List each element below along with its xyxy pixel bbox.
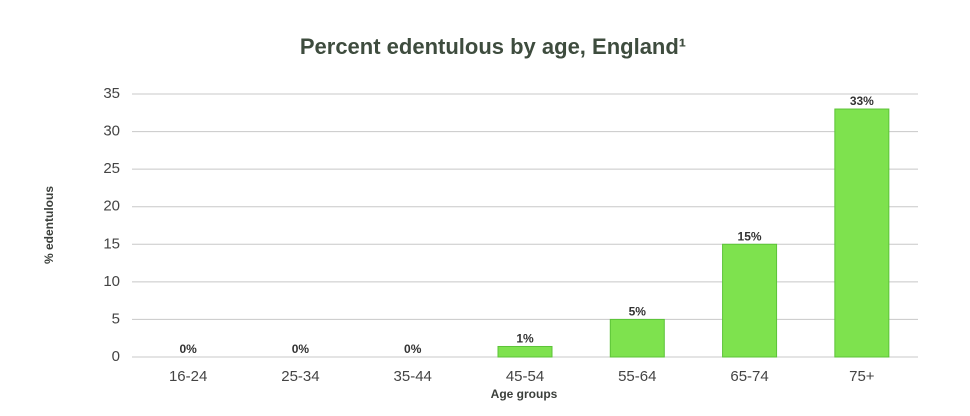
x-tick-label: 45-54 [506, 368, 544, 385]
x-tick-label: 55-64 [618, 368, 656, 385]
y-axis-label: % edentulous [42, 186, 56, 264]
y-tick-label: 5 [112, 310, 120, 327]
y-tick-label: 25 [103, 160, 120, 177]
chart-title: Percent edentulous by age, England¹ [300, 34, 686, 59]
value-label: 1% [516, 332, 534, 346]
bar [722, 243, 778, 358]
x-tick-label: 25-34 [281, 368, 319, 385]
value-label: 33% [850, 94, 874, 108]
value-label: 5% [629, 305, 647, 319]
y-tick-label: 30 [103, 123, 120, 140]
x-tick-label: 16-24 [169, 368, 207, 385]
y-tick-label: 20 [103, 198, 120, 215]
y-tick-label: 0 [112, 348, 120, 365]
bar [834, 108, 890, 358]
value-label: 0% [404, 342, 422, 356]
value-label: 15% [738, 229, 762, 243]
value-label: 0% [179, 342, 197, 356]
x-tick-label: 65-74 [730, 368, 768, 385]
y-tick-label: 15 [103, 235, 120, 252]
value-label: 0% [292, 342, 310, 356]
x-tick-label: 35-44 [394, 368, 432, 385]
bar [497, 345, 553, 358]
y-tick-label: 35 [103, 85, 120, 102]
x-tick-label: 75+ [849, 368, 875, 385]
bar [609, 318, 665, 358]
y-tick-label: 10 [103, 273, 120, 290]
x-axis-label: Age groups [491, 387, 558, 401]
